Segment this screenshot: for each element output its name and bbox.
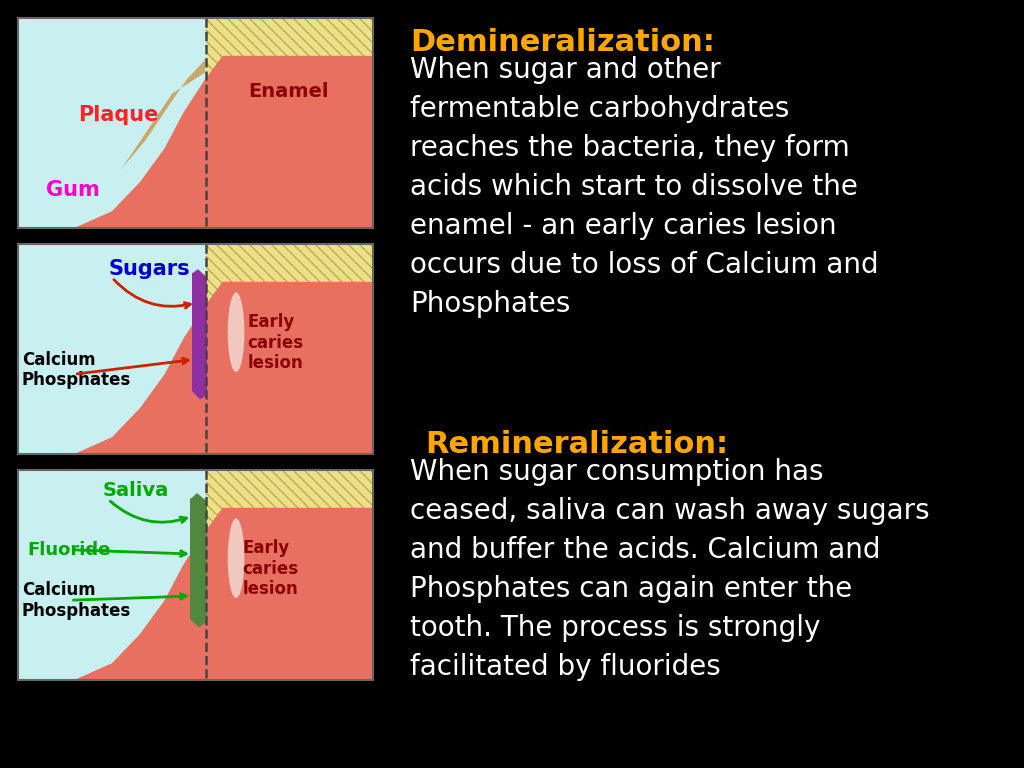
Ellipse shape: [227, 293, 245, 372]
Text: When sugar and other
fermentable carbohydrates
reaches the bacteria, they form
a: When sugar and other fermentable carbohy…: [410, 56, 879, 318]
Bar: [18, 244, 373, 454]
Text: Calcium
Phosphates: Calcium Phosphates: [22, 351, 131, 389]
Polygon shape: [190, 493, 207, 627]
Bar: [18, 244, 206, 454]
Text: Saliva: Saliva: [102, 482, 169, 501]
Text: Calcium
Phosphates: Calcium Phosphates: [22, 581, 131, 620]
Polygon shape: [18, 56, 373, 228]
Bar: [206, 18, 373, 228]
Text: When sugar consumption has
ceased, saliva can wash away sugars
and buffer the ac: When sugar consumption has ceased, saliv…: [410, 458, 930, 681]
Polygon shape: [193, 270, 207, 399]
Ellipse shape: [227, 518, 245, 598]
Text: Enamel: Enamel: [248, 82, 329, 101]
Text: Sugars: Sugars: [109, 260, 189, 280]
Polygon shape: [18, 282, 373, 454]
Bar: [18, 18, 206, 228]
Text: Demineralization:: Demineralization:: [410, 28, 715, 57]
Text: Plaque: Plaque: [78, 104, 159, 124]
Polygon shape: [122, 60, 205, 169]
Text: Gum: Gum: [46, 180, 100, 200]
Text: Remineralization:: Remineralization:: [425, 430, 728, 459]
Bar: [18, 18, 373, 228]
Polygon shape: [18, 508, 373, 680]
Bar: [18, 470, 206, 680]
Text: Fluoride: Fluoride: [28, 541, 111, 559]
Bar: [206, 470, 373, 680]
Text: Early
caries
lesion: Early caries lesion: [243, 539, 299, 598]
Text: Early
caries
lesion: Early caries lesion: [248, 313, 304, 372]
Bar: [206, 244, 373, 454]
Bar: [18, 470, 373, 680]
